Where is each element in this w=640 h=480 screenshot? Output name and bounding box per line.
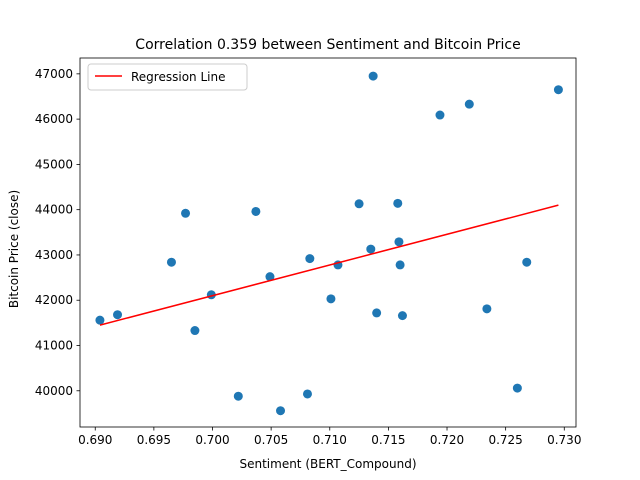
scatter-point	[190, 326, 199, 335]
scatter-point	[234, 392, 243, 401]
y-tick-label: 47000	[35, 67, 73, 81]
scatter-point	[372, 308, 381, 317]
scatter-point	[113, 310, 122, 319]
scatter-point	[513, 384, 522, 393]
legend-label: Regression Line	[131, 70, 225, 84]
x-axis-label: Sentiment (BERT_Compound)	[239, 457, 416, 471]
y-tick-label: 46000	[35, 112, 73, 126]
x-tick-label: 0.715	[371, 433, 405, 447]
x-tick-label: 0.705	[254, 433, 288, 447]
scatter-point	[355, 199, 364, 208]
scatter-point	[435, 111, 444, 120]
scatter-point	[396, 260, 405, 269]
scatter-point	[303, 389, 312, 398]
y-tick-label: 45000	[35, 157, 73, 171]
scatter-point	[181, 209, 190, 218]
y-axis-ticks: 40000 41000 42000 43000 44000 45000 46000 47000	[35, 67, 80, 398]
x-tick-label: 0.690	[78, 433, 112, 447]
scatter-point	[366, 245, 375, 254]
scatter-point	[465, 100, 474, 109]
axes-frame	[80, 58, 576, 427]
x-tick-label: 0.720	[430, 433, 464, 447]
x-tick-label: 0.695	[137, 433, 171, 447]
scatter-point	[305, 254, 314, 263]
chart-title: Correlation 0.359 between Sentiment and …	[135, 37, 520, 53]
x-tick-label: 0.730	[547, 433, 581, 447]
scatter-point	[95, 316, 104, 325]
x-tick-label: 0.725	[488, 433, 522, 447]
x-tick-label: 0.700	[195, 433, 229, 447]
scatter-point	[276, 406, 285, 415]
scatter-point	[398, 311, 407, 320]
scatter-point	[251, 207, 260, 216]
scatter-point	[167, 258, 176, 267]
y-tick-label: 43000	[35, 248, 73, 262]
y-tick-label: 41000	[35, 339, 73, 353]
x-axis-ticks: 0.690 0.695 0.700 0.705 0.710 0.715 0.720 0.725…	[78, 427, 581, 447]
legend: Regression Line	[88, 64, 247, 90]
y-tick-label: 42000	[35, 293, 73, 307]
scatter-point	[554, 85, 563, 94]
scatter-point	[326, 294, 335, 303]
scatter-point	[522, 258, 531, 267]
scatter-point	[482, 304, 491, 313]
scatter-point	[369, 72, 378, 81]
scatter-point	[394, 237, 403, 246]
y-axis-label: Bitcoin Price (close)	[7, 190, 21, 308]
x-tick-label: 0.710	[313, 433, 347, 447]
scatter-point	[393, 199, 402, 208]
y-tick-label: 44000	[35, 203, 73, 217]
plot-area	[80, 58, 576, 427]
y-tick-label: 40000	[35, 384, 73, 398]
